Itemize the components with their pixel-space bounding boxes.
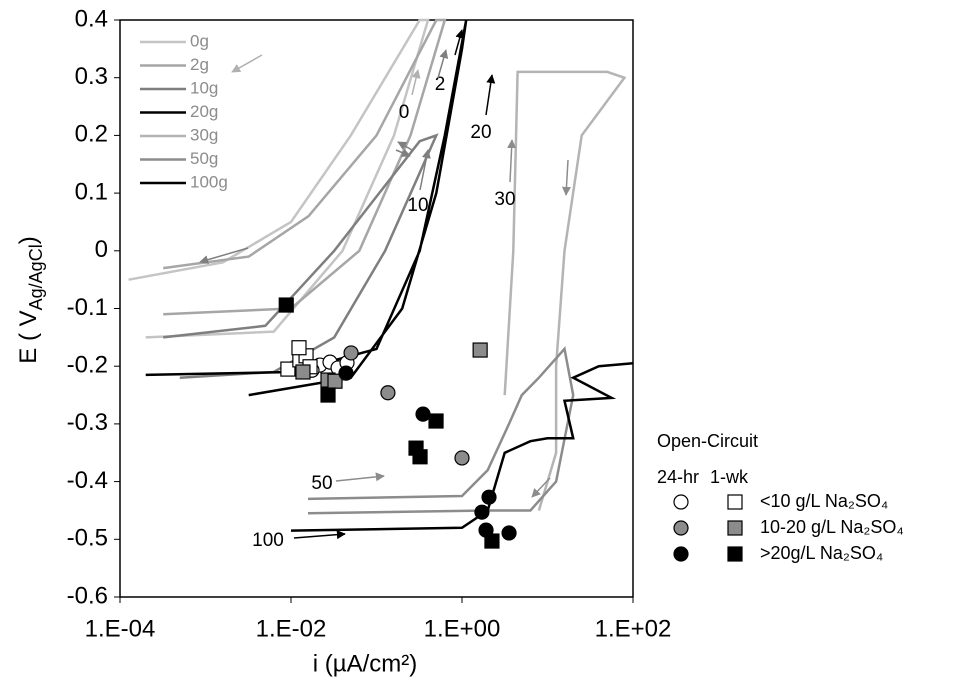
legend-column: 24-hr [657, 467, 699, 487]
arrow [293, 530, 346, 540]
y-tick-label: 0.3 [75, 63, 108, 90]
arrow [419, 149, 431, 191]
legend-marker [673, 520, 689, 536]
series-line [307, 346, 575, 515]
arrow [335, 472, 385, 482]
legend-marker [673, 546, 689, 562]
marker-point [428, 413, 444, 429]
legend-label: <10 g/L Na₂SO₄ [760, 491, 888, 511]
y-title-part: ) [15, 236, 42, 244]
y-tick-label: -0.6 [67, 582, 108, 609]
marker-point [320, 387, 336, 403]
x-tick-label: 1.E-02 [256, 615, 327, 642]
y-tick-label: -0.3 [67, 409, 108, 436]
y-tick-label: -0.5 [67, 525, 108, 552]
y-axis-title: E ( VAg/AgCl) [15, 236, 45, 363]
curve-label: 0 [399, 102, 410, 123]
x-tick-label: 1.E+00 [424, 615, 501, 642]
legend-marker [673, 494, 689, 510]
marker-point [280, 361, 296, 377]
marker-point [474, 504, 490, 520]
marker-point [484, 533, 500, 549]
arrow [231, 54, 263, 73]
marker-point [501, 525, 517, 541]
arrow [485, 74, 496, 116]
legend-label: 2g [190, 55, 209, 74]
y-tick-label: 0 [95, 236, 108, 263]
arrow [454, 29, 465, 56]
marker-point [472, 342, 488, 358]
legend-label: 0g [190, 31, 209, 50]
y-title-part: ( V [15, 310, 42, 347]
arrow [507, 139, 517, 183]
legend-label: 30g [190, 125, 218, 144]
legend-title: Open-Circuit [657, 431, 758, 451]
arrow [531, 477, 551, 498]
y-tick-label: 0.1 [75, 178, 108, 205]
marker-point [343, 345, 359, 361]
legend-marker [727, 546, 743, 562]
curve-label: 2 [435, 74, 446, 95]
legend-label: 10g [190, 78, 218, 97]
arrow [411, 69, 421, 96]
arrow [395, 148, 411, 157]
y-tick-label: -0.1 [67, 294, 108, 321]
curve-label: 50 [311, 473, 332, 494]
y-title-part: E [15, 348, 42, 364]
arrow [561, 159, 571, 196]
y-tick-label: 0.4 [75, 5, 108, 32]
legend-label: 100g [190, 172, 228, 191]
legend-label: 10-20 g/L Na₂SO₄ [760, 517, 904, 537]
marker-point [415, 406, 431, 422]
marker-point [295, 364, 311, 380]
series-line [128, 18, 430, 339]
legend-marker [727, 520, 743, 536]
curve-label: 20 [470, 122, 491, 143]
legend-column: 1-wk [710, 467, 749, 487]
y-tick-label: -0.4 [67, 467, 108, 494]
x-tick-label: 1.E-04 [85, 615, 156, 642]
arrow [437, 49, 449, 79]
arrow [199, 247, 249, 265]
x-tick-label: 1.E+02 [595, 615, 672, 642]
y-title-sub: Ag/AgCl [26, 244, 46, 310]
legend-label: 20g [190, 102, 218, 121]
marker-point [412, 449, 428, 465]
curve-label: 10 [407, 195, 428, 216]
curve-label: 30 [494, 189, 515, 210]
marker-point [454, 450, 470, 466]
x-axis-title: i (µA/cm²) [313, 650, 417, 677]
curve-label: 100 [252, 530, 284, 551]
legend-marker [727, 494, 743, 510]
arrow [397, 141, 413, 151]
marker-point [291, 340, 307, 356]
series-line [163, 18, 447, 316]
series-line [503, 70, 627, 511]
legend-label: >20g/L Na₂SO₄ [760, 543, 883, 563]
marker-point [380, 385, 396, 401]
y-tick-label: -0.2 [67, 352, 108, 379]
marker-point [338, 365, 354, 381]
marker-point [278, 297, 294, 313]
y-tick-label: 0.2 [75, 121, 108, 148]
marker-point [481, 489, 497, 505]
legend-label: 50g [190, 149, 218, 168]
